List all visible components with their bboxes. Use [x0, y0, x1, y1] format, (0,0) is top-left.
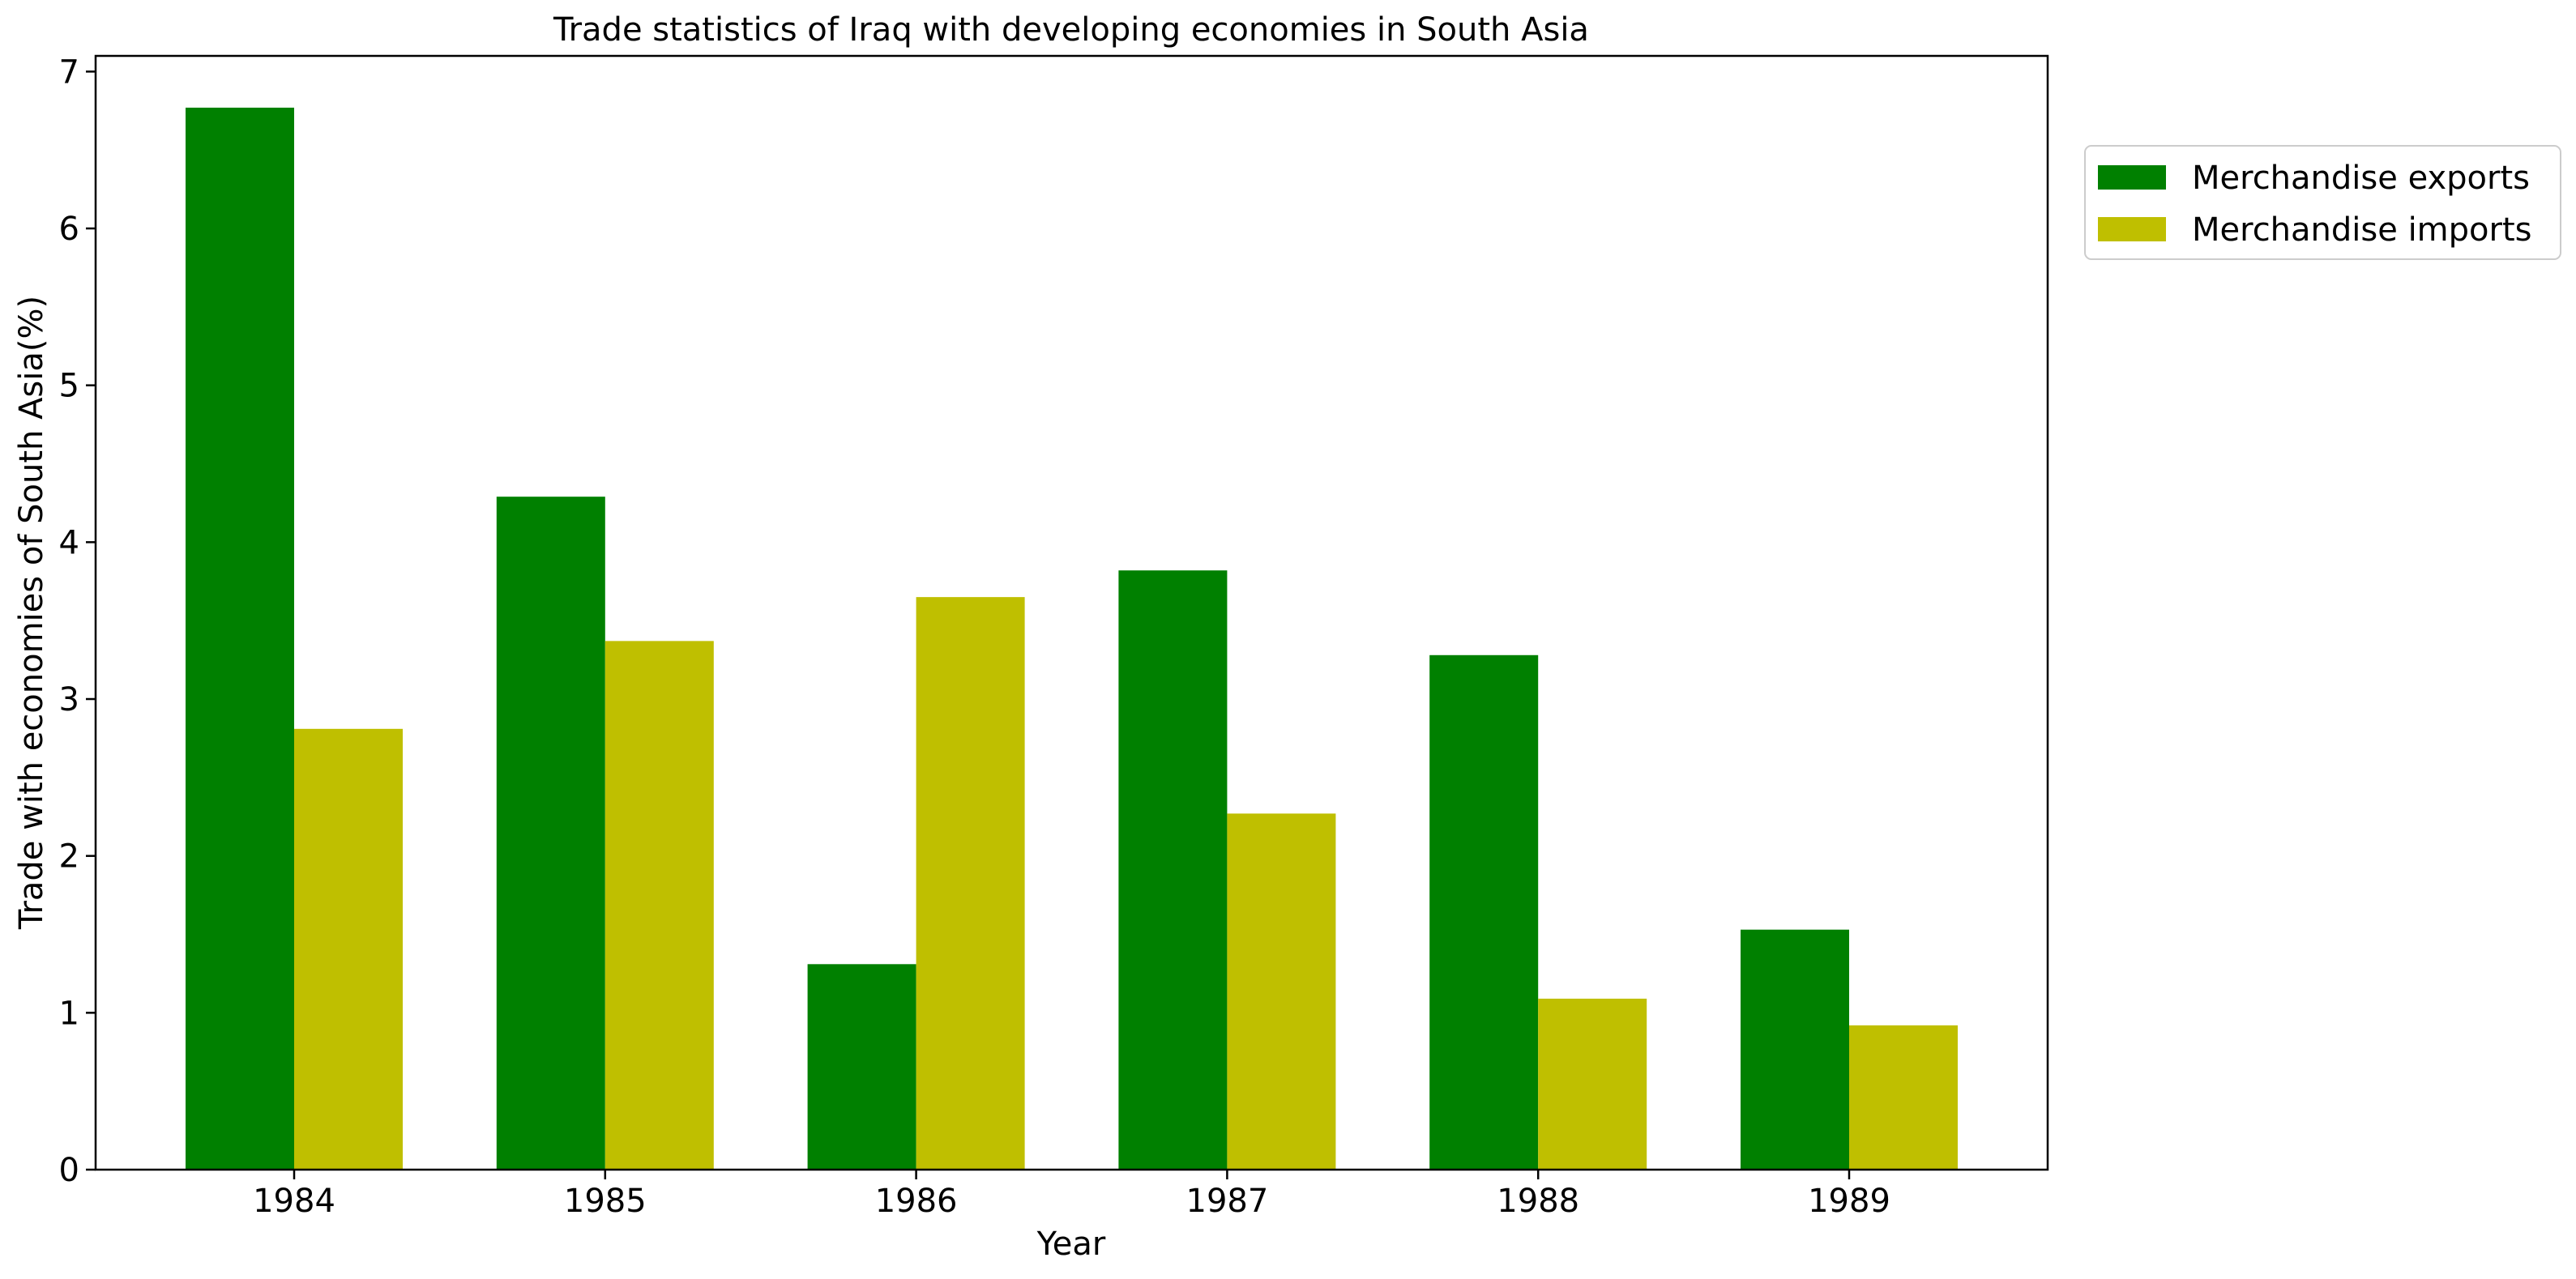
y-tick-label: 4 [59, 524, 79, 561]
y-tick-label: 0 [59, 1152, 79, 1189]
x-axis: 1984 1985 1986 1987 1988 1989 [253, 1170, 1890, 1220]
x-tick-label-1985: 1985 [564, 1183, 647, 1220]
y-tick-label: 2 [59, 838, 79, 876]
legend-label-merchandise-imports: Merchandise imports [2192, 211, 2531, 249]
bar-merchandise-imports-1989 [1849, 1025, 1958, 1170]
legend: Merchandise exports Merchandise imports [2084, 145, 2561, 260]
y-tick-label: 7 [59, 53, 79, 91]
y-tick-label: 3 [59, 681, 79, 718]
plot-frame [94, 54, 2049, 1171]
x-tick-label-1987: 1987 [1186, 1183, 1269, 1220]
bar-merchandise-exports-1984 [186, 107, 294, 1170]
bar-merchandise-exports-1988 [1429, 654, 1539, 1170]
bar-merchandise-exports-1987 [1118, 570, 1228, 1170]
y-tick-label: 6 [59, 211, 79, 248]
x-tick-label-1989: 1989 [1808, 1183, 1890, 1220]
x-tick-label-1984: 1984 [253, 1183, 335, 1220]
y-axis-label: Trade with economies of South Asia(%) [13, 296, 50, 930]
bar-merchandise-exports-1986 [807, 964, 916, 1170]
x-tick-label-1988: 1988 [1497, 1183, 1579, 1220]
legend-swatch-merchandise-exports [2098, 165, 2166, 190]
bar-merchandise-imports-1985 [604, 641, 714, 1170]
y-tick-label: 5 [59, 368, 79, 405]
y-axis: 0 1 2 3 4 5 6 7 [59, 53, 96, 1189]
legend-frame [2084, 145, 2561, 260]
bar-merchandise-exports-1989 [1741, 929, 1849, 1170]
bar-merchandise-exports-1985 [496, 497, 605, 1170]
legend-swatch-merchandise-imports [2098, 217, 2166, 241]
x-axis-label: Year [1036, 1226, 1106, 1263]
bar-merchandise-imports-1987 [1227, 813, 1336, 1170]
bars-group [186, 107, 1958, 1170]
chart-title: Trade statistics of Iraq with developing… [553, 11, 1589, 49]
bar-merchandise-imports-1986 [916, 597, 1025, 1170]
legend-label-merchandise-exports: Merchandise exports [2192, 160, 2530, 197]
y-tick-label: 1 [59, 995, 79, 1032]
bar-merchandise-imports-1988 [1538, 998, 1647, 1170]
bar-merchandise-imports-1984 [294, 728, 403, 1170]
x-tick-label-1986: 1986 [875, 1183, 958, 1220]
